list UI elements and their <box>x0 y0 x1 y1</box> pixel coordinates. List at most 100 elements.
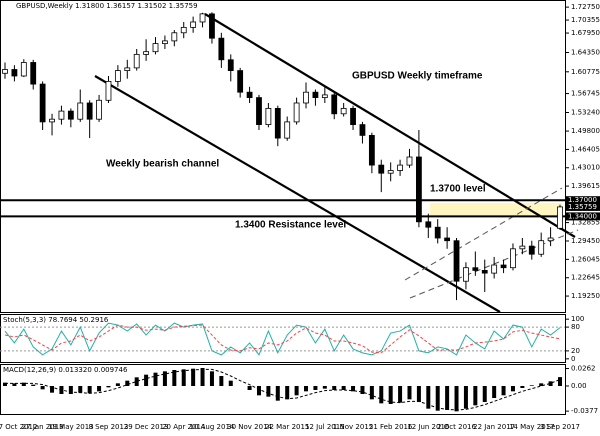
candle-body <box>312 91 319 98</box>
candle-body <box>547 237 554 242</box>
candle-body <box>227 59 234 71</box>
candle-body <box>218 37 225 61</box>
macd-bar <box>369 386 374 400</box>
x-tick-label: 19 May 2013 <box>48 423 94 431</box>
x-tick-label: 7 Oct 2012 <box>0 423 37 431</box>
candle-body <box>265 107 272 125</box>
candle-body <box>284 121 291 139</box>
x-tick-label: 20 Apr 2014 <box>162 423 206 431</box>
candle-body <box>209 13 215 39</box>
macd-bar <box>294 386 299 396</box>
y-tick-label: 80 <box>571 323 580 331</box>
candle-body <box>171 32 178 42</box>
y-tick-label: 0.00 <box>571 382 587 390</box>
macd-bar <box>256 386 261 396</box>
macd-bar <box>322 386 327 389</box>
macd-bar <box>407 386 412 400</box>
macd-bar <box>388 386 393 404</box>
x-tick-label: 2 Oct 2016 <box>437 423 476 431</box>
macd-panel <box>0 364 566 415</box>
macd-bar <box>200 368 205 386</box>
macd-bar <box>510 386 515 392</box>
macd-bar <box>209 371 214 386</box>
macd-bar <box>144 374 149 386</box>
macd-bar <box>275 386 280 401</box>
macd-bar <box>492 386 497 398</box>
candle-body <box>340 107 347 115</box>
macd-bar <box>153 372 158 386</box>
candle-body <box>49 118 55 123</box>
x-tick-label: 22 Jan 2017 <box>473 423 515 431</box>
macd-bar <box>106 386 111 388</box>
macd-bar <box>162 371 167 386</box>
current-label: 1.35759 <box>568 203 597 211</box>
x-tick-label: 14 May 2017 <box>509 423 555 431</box>
resistance-zone <box>430 203 562 216</box>
x-tick-label: 8 Sep 2013 <box>89 423 129 431</box>
x-tick-label: 12 Jul 2015 <box>305 423 345 431</box>
candle-body <box>434 226 441 239</box>
y-tick-label: 1.72750 <box>571 3 600 11</box>
candle-body <box>557 206 563 229</box>
macd-bar <box>520 386 525 388</box>
x-tick-label: 22 Mar 2015 <box>265 423 309 431</box>
macd-bar <box>266 386 271 397</box>
candle-body <box>256 97 262 125</box>
y-tick-label: 20 <box>571 347 580 355</box>
candle-body <box>143 51 150 55</box>
x-tick-label: 29 Dec 2013 <box>124 423 169 431</box>
macd-bar <box>360 386 365 394</box>
candle-body <box>190 21 197 28</box>
y-tick-label: 1.53240 <box>571 108 600 116</box>
stoch-panel <box>0 314 566 363</box>
stoch-line <box>4 324 561 354</box>
candle-body <box>500 264 507 269</box>
macd-bar <box>351 386 356 392</box>
y-tick-label: 1.64350 <box>571 48 600 56</box>
macd-bar <box>3 382 7 386</box>
y-tick-label: 1.46405 <box>571 145 600 153</box>
candle-body <box>133 53 140 69</box>
macd-bar <box>97 386 102 392</box>
y-tick-label: 1.29450 <box>571 237 600 245</box>
candle-body <box>359 124 366 136</box>
candle-body <box>152 43 159 53</box>
candle-body <box>199 13 206 23</box>
candle-body <box>321 94 328 98</box>
candle-body <box>39 83 46 123</box>
candle-body <box>463 267 469 282</box>
y-tick-label: 1.67950 <box>571 29 600 37</box>
candle-body <box>162 40 168 44</box>
macd-bar <box>12 383 17 386</box>
candle-body <box>58 110 65 120</box>
candle-body <box>425 221 432 228</box>
macd-bar <box>435 386 440 411</box>
macd-bar <box>125 380 130 386</box>
macd-bar <box>191 368 196 386</box>
macd-bar <box>482 386 487 402</box>
macd-bar <box>454 386 459 412</box>
y-tick-label: 1.19250 <box>571 292 600 300</box>
candle-body <box>331 94 338 115</box>
x-tick-label: 30 Nov 2014 <box>227 423 272 431</box>
y-tick-label: 100 <box>571 315 584 323</box>
macd-title: MACD(12,26,9) 0.013320 0.009746 <box>3 366 128 374</box>
macd-bar <box>398 386 403 403</box>
x-tick-label: 27 Jan 2013 <box>22 423 64 431</box>
candle-body <box>350 107 356 125</box>
candle-body <box>180 26 187 34</box>
macd-bar <box>219 376 224 386</box>
macd-bar <box>416 386 421 402</box>
candle-body <box>67 110 74 120</box>
current-box <box>566 202 600 211</box>
y-tick-label: -0.0377 <box>571 407 598 415</box>
macd-bar <box>463 386 468 409</box>
macd-bar <box>313 386 318 390</box>
candle-body <box>519 245 526 250</box>
macd-bar <box>539 383 544 386</box>
macd-bar <box>31 384 36 386</box>
y-tick-label: 1.39615 <box>571 182 600 190</box>
candle-body <box>86 102 93 120</box>
macd-bar <box>134 377 139 386</box>
